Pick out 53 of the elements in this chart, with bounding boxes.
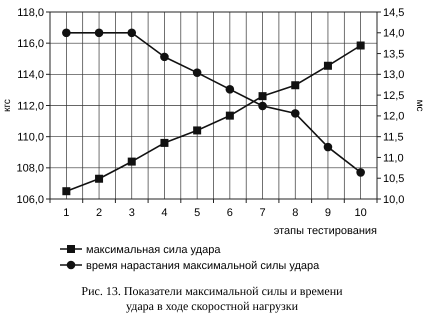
- y2-tick-label: 10,0: [383, 194, 404, 206]
- point: [226, 84, 234, 94]
- y2-axis-title: мс: [414, 100, 424, 112]
- point: [128, 158, 136, 166]
- y2-tick-label: 14,5: [383, 6, 404, 19]
- point: [290, 109, 300, 118]
- text: Рис. 13. Показатели максимальной силы и времени удара в ходе скоростной нагрузки: [81, 284, 344, 313]
- y2-tick-label: 14,0: [383, 28, 404, 40]
- y2-tick-label: 13,0: [383, 69, 404, 82]
- y2-tick-label: 10,5: [383, 173, 404, 186]
- x-tick-label: 4: [161, 207, 168, 219]
- point: [356, 42, 365, 50]
- point: [258, 102, 267, 110]
- x-tick-label: 5: [194, 207, 200, 219]
- x-tick-label: 6: [226, 207, 233, 219]
- point: [324, 62, 332, 70]
- point: [94, 28, 104, 38]
- y2-tick-label: 12,0: [383, 110, 404, 123]
- y-tick-label: 108,0: [16, 162, 44, 175]
- point: [291, 81, 300, 90]
- y-axis-title: кгс: [2, 99, 13, 112]
- point: [356, 168, 365, 177]
- y-tick-label: 106,0: [16, 194, 44, 206]
- x-tick-label: 2: [96, 207, 102, 219]
- y-tick-label: 110,0: [17, 132, 44, 144]
- point: [127, 28, 136, 38]
- point: [226, 112, 234, 120]
- x-tick-label: 1: [63, 207, 70, 219]
- point: [160, 138, 168, 147]
- y2-tick-label: 13,5: [383, 48, 404, 60]
- x-tick-label: 7: [259, 207, 266, 219]
- x-tick-label: 3: [128, 207, 135, 219]
- point: [324, 142, 332, 152]
- point: [95, 174, 104, 183]
- y-tick-label: 116,0: [17, 38, 44, 50]
- legend-label: максимальная сила удара: [86, 244, 222, 256]
- point: [192, 68, 202, 77]
- point: [193, 126, 202, 134]
- point: [62, 28, 71, 38]
- x-tick-label: 10: [354, 207, 367, 219]
- y2-tick-label: 11,5: [383, 132, 404, 144]
- point: [62, 187, 70, 196]
- legend-label: время нарастания максимальной силы удара: [86, 260, 320, 272]
- y2-tick-label: 11,0: [383, 152, 404, 164]
- x-tick-label: 9: [324, 207, 332, 219]
- x-tick-label: 8: [292, 207, 298, 219]
- y-tick-label: 114,0: [17, 69, 44, 82]
- y-tick-label: 112,0: [17, 100, 44, 112]
- y-tick-label: 118,0: [17, 6, 44, 19]
- point: [160, 52, 169, 62]
- x-axis-title: этапы тестирования: [274, 225, 378, 237]
- y2-tick-label: 12,5: [383, 90, 404, 102]
- point: [258, 92, 267, 100]
